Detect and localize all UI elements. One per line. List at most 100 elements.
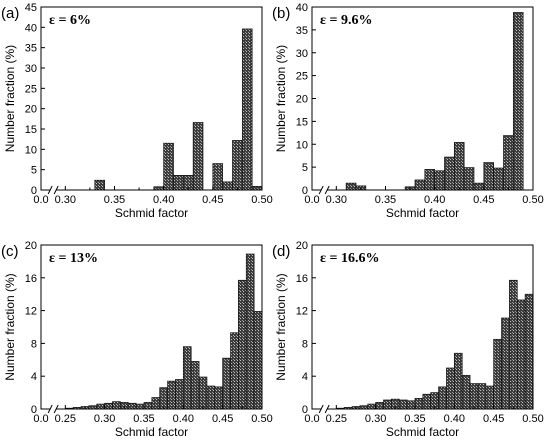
histogram-bar (112, 401, 121, 410)
histogram-bar (198, 376, 208, 410)
histogram-bar (173, 175, 184, 191)
axis-break-mark (53, 404, 59, 414)
histogram-bar (509, 279, 518, 410)
axis-break-mark (47, 404, 53, 414)
histogram-bar (96, 403, 105, 410)
histogram-bar (383, 399, 392, 410)
histogram-bar (151, 397, 161, 410)
x-tick-label: 0.45 (212, 413, 233, 425)
histogram-bar (143, 402, 153, 410)
y-tick-label: 0 (31, 185, 37, 197)
y-tick-label: 0 (302, 185, 308, 197)
y-tick-label: 0 (302, 404, 308, 416)
axis-break-mark (318, 185, 324, 195)
x-tick-label: 0.0 (304, 413, 319, 425)
x-tick-label: 0.25 (55, 413, 76, 425)
histogram-bar (512, 12, 524, 191)
histogram-bar (192, 122, 204, 191)
y-tick-label: 16 (296, 273, 308, 285)
histogram-bar (222, 357, 231, 410)
histogram-bar (434, 170, 445, 191)
histogram-bar (167, 380, 176, 410)
panel-label: (b) (272, 5, 290, 22)
histogram-bar (232, 140, 243, 191)
panel-label: (a) (1, 5, 19, 22)
x-tick-label: 0.0 (33, 194, 48, 206)
histogram-bar (251, 185, 263, 191)
y-tick-label: 4 (302, 371, 308, 383)
histogram-bar (463, 167, 475, 191)
histogram-bar (238, 279, 247, 410)
y-tick-label: 20 (296, 94, 308, 106)
x-tick-label: 0.35 (133, 413, 154, 425)
histogram-bar (94, 179, 105, 191)
histogram-bar (406, 400, 416, 410)
histogram-bar (398, 399, 408, 410)
strain-annotation: ε = 16.6% (320, 251, 379, 266)
plot-frame (311, 6, 534, 191)
histogram-bar (159, 387, 168, 410)
histogram-bar (453, 352, 463, 410)
axis-break-mark (53, 185, 59, 195)
plot-frame (40, 6, 263, 191)
histogram-bar (461, 375, 471, 410)
y-tick-label: 45 (25, 2, 37, 14)
y-tick-label: 12 (25, 306, 37, 318)
axis-break-gap (50, 405, 57, 413)
strain-annotation: ε = 13% (49, 251, 98, 266)
axis-break-mark (47, 185, 53, 195)
y-tick-label: 35 (296, 25, 308, 37)
panel-d: 0.0 0.25 0.30 0.35 0.40 0.45 0.50 0 4 8 12 16 20 Schm… (272, 240, 544, 439)
y-tick-label: 8 (302, 338, 308, 350)
axis-break-gap (50, 186, 57, 194)
y-tick-label: 15 (25, 124, 37, 136)
x-axis-label: Schmid factor (386, 425, 459, 439)
histogram-bar (446, 367, 455, 410)
x-tick-label: 0.40 (153, 194, 174, 206)
histogram-bar (485, 385, 495, 410)
x-tick-label: 0.30 (55, 194, 76, 206)
panel-label: (d) (272, 243, 290, 260)
x-tick-label: 0.30 (365, 413, 386, 425)
axis-break-mark (324, 185, 330, 195)
histogram-bar (414, 179, 426, 191)
panel-label: (c) (1, 243, 19, 260)
histogram-bar (424, 169, 436, 191)
histogram-bar (367, 403, 376, 410)
x-axis-label: Schmid factor (115, 206, 188, 220)
y-tick-label: 25 (25, 83, 37, 95)
y-axis-label: Number fraction (%) (3, 273, 17, 380)
histogram-bar (469, 383, 479, 410)
y-tick-label: 20 (25, 104, 37, 116)
histogram-bar (516, 299, 526, 410)
y-tick-label: 40 (296, 2, 308, 14)
axis-break-mark (318, 404, 324, 414)
x-tick-label: 0.40 (173, 413, 194, 425)
x-tick-label: 0.45 (202, 194, 223, 206)
y-tick-label: 4 (31, 371, 37, 383)
histogram-bar (245, 253, 255, 410)
panel-c: 0.0 0.25 0.30 0.35 0.40 0.45 0.50 0 4 8 12 16 20 Schm… (1, 240, 273, 439)
x-tick-label: 0.40 (444, 413, 465, 425)
histogram-bar (493, 338, 502, 410)
x-tick-label: 0.45 (473, 194, 494, 206)
y-tick-label: 12 (296, 306, 308, 318)
histogram-bar (104, 402, 113, 410)
y-tick-label: 5 (31, 165, 37, 177)
histogram-bar (444, 156, 455, 191)
x-tick-label: 0.0 (33, 413, 48, 425)
x-tick-label: 0.50 (522, 194, 543, 206)
histogram-bar (422, 393, 432, 410)
x-tick-label: 0.50 (251, 413, 272, 425)
histogram-bar (345, 182, 357, 191)
histogram-bar (477, 383, 487, 410)
histogram-bar (493, 167, 504, 191)
histogram-bar (214, 386, 224, 410)
strain-annotation: ε = 9.6% (320, 13, 372, 28)
x-tick-label: 0.35 (404, 413, 425, 425)
histogram-bar (230, 332, 239, 410)
axis-break-gap (321, 405, 328, 413)
histogram-bar (127, 402, 137, 410)
y-tick-label: 20 (25, 240, 37, 252)
y-tick-label: 25 (296, 71, 308, 83)
